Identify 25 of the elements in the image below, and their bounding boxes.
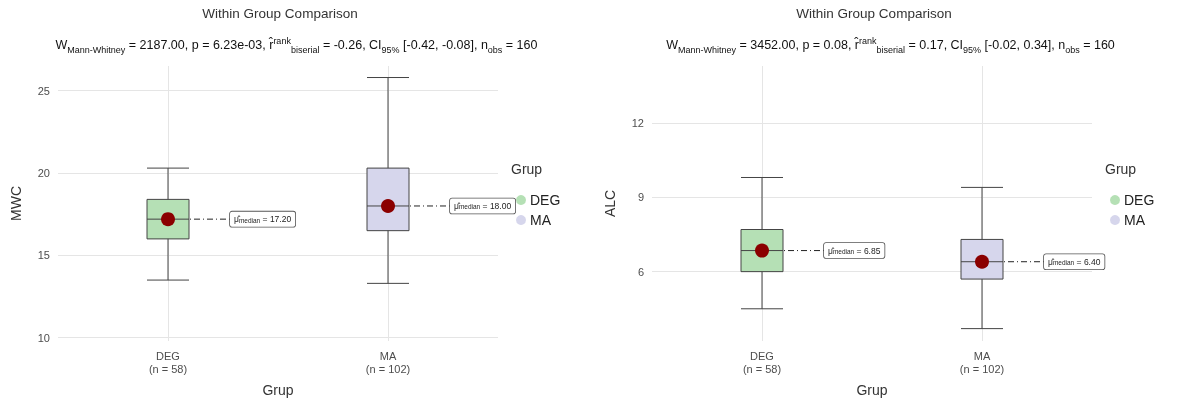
x-axis-title: Grup xyxy=(262,382,294,398)
text: W$_{Mann-Whitney}$ = 2187.00, p = 6.23e-03, r̂$^{rank}$$_{biserial}$ = -0.26, CI$_{95%}$ [-0.42, -0.08], n$_{obs}$ = 160 xyxy=(55,36,538,55)
x-tick-label: DEG (n = 58) xyxy=(742,349,782,375)
legend-label: DEG xyxy=(1124,192,1155,208)
legend-label: MA xyxy=(530,212,552,228)
y-axis-title: MWC xyxy=(8,186,24,221)
legend-label: MA xyxy=(1124,212,1146,228)
y-tick-label: 6 xyxy=(637,265,644,278)
x-tick-label: DEG (n = 58) xyxy=(148,349,188,375)
legend-title: Grup xyxy=(511,161,543,177)
x-tick-label: MA (n = 102) xyxy=(365,349,411,375)
chart-title: Within Group Comparison xyxy=(201,6,359,21)
chart-title: Within Group Comparison xyxy=(795,6,953,21)
legend-title: Grup xyxy=(1105,161,1137,177)
y-tick-label: 10 xyxy=(37,331,50,344)
y-tick-label: 20 xyxy=(37,167,50,180)
x-tick-label: MA (n = 102) xyxy=(959,349,1005,375)
y-tick-label: 9 xyxy=(637,191,644,204)
y-tick-label: 15 xyxy=(37,249,50,262)
y-axis-title: ALC xyxy=(602,189,618,218)
y-tick-label: 12 xyxy=(631,116,644,129)
legend-label: DEG xyxy=(530,192,561,208)
text: W$_{Mann-Whitney}$ = 3452.00, p = 0.08, r̂$^{rank}$$_{biserial}$ = 0.17, CI$_{95%}$ [-0.02, 0.34], n$_{obs}$ = 160 xyxy=(666,36,1115,55)
y-tick-label: 25 xyxy=(37,84,50,97)
x-axis-title: Grup xyxy=(856,382,888,398)
